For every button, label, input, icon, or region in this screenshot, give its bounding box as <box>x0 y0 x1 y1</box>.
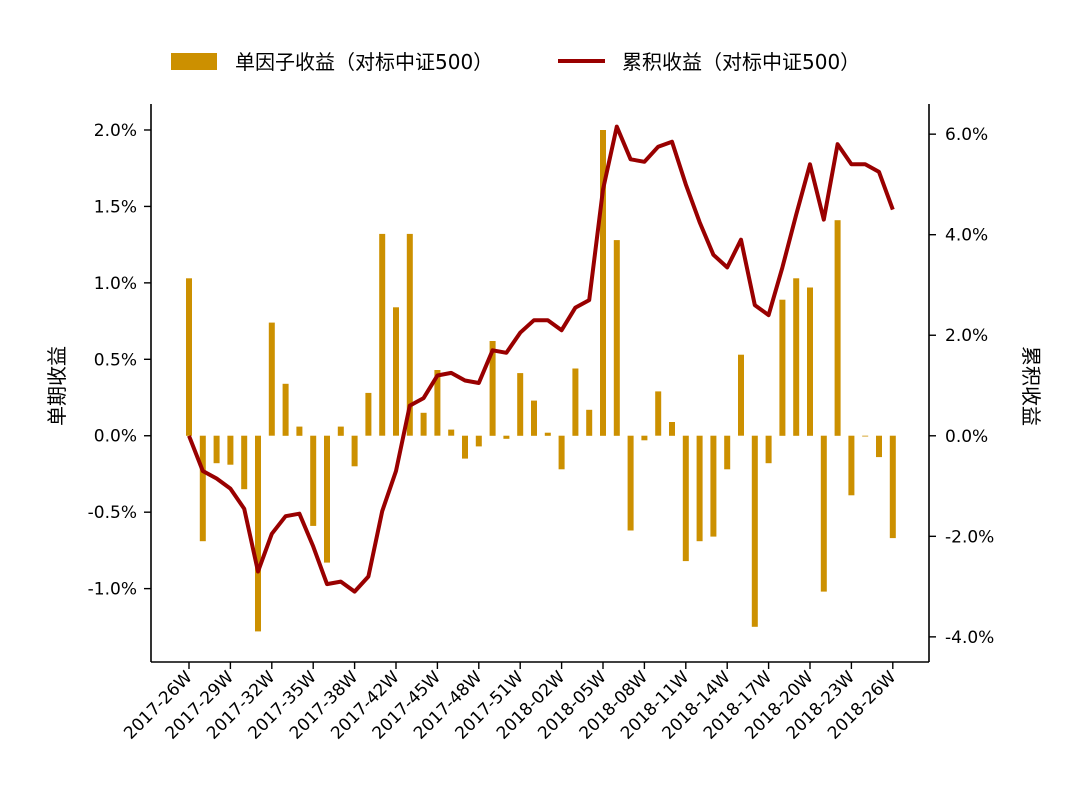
bar-15 <box>393 307 399 436</box>
y-left-tick-label: -0.5% <box>88 503 137 523</box>
bar-50 <box>876 435 882 458</box>
y-right-tick-label: -2.0% <box>945 527 994 547</box>
bar-40 <box>738 354 744 436</box>
bar-29 <box>586 409 593 436</box>
bar-46 <box>820 435 827 592</box>
bar-37 <box>696 435 703 542</box>
bar-11 <box>337 426 344 436</box>
bar-38 <box>710 435 717 537</box>
legend-line-label: 累积收益（对标中证500） <box>622 50 860 74</box>
y-right-tick-label: -4.0% <box>945 628 994 648</box>
bar-17 <box>420 412 427 436</box>
bar-0 <box>186 278 192 436</box>
bar-13 <box>365 392 372 436</box>
bar-41 <box>751 435 758 627</box>
y-right-tick-label: 6.0% <box>945 125 988 145</box>
y-axis-right-ticks: -4.0% -2.0% 0.0% 2.0% 4.0% 6.0% <box>929 125 994 648</box>
bar-34 <box>655 391 662 436</box>
bar-12 <box>351 435 358 467</box>
bar-1 <box>199 435 206 542</box>
bar-49 <box>862 435 869 437</box>
cumulative-line <box>187 124 895 594</box>
bar-31 <box>613 240 620 436</box>
y-left-tick-label: 0.0% <box>94 427 137 447</box>
bar-27 <box>558 435 565 470</box>
legend-bar-label: 单因子收益（对标中证500） <box>235 50 493 74</box>
legend-bar-swatch <box>171 53 217 70</box>
bar-24 <box>517 373 524 436</box>
legend: 单因子收益（对标中证500） 累积收益（对标中证500） <box>171 50 860 74</box>
bar-36 <box>682 435 689 562</box>
bar-6 <box>268 322 275 436</box>
bar-20 <box>462 435 468 459</box>
y-left-tick-label: 1.5% <box>94 197 137 217</box>
bar-32 <box>627 435 634 531</box>
y-axis-left-ticks: -1.0% -0.5% 0.0% 0.5% 1.0% 1.5% 2.0% <box>88 121 151 600</box>
bar-45 <box>807 287 813 436</box>
bar-7 <box>282 383 289 436</box>
y-left-tick-label: 1.0% <box>94 274 137 294</box>
y-right-tick-label: 2.0% <box>945 326 988 346</box>
bar-4 <box>241 435 248 490</box>
bar-3 <box>227 435 234 465</box>
bar-39 <box>724 435 731 470</box>
bar-42 <box>765 435 772 464</box>
bar-28 <box>572 368 579 436</box>
bar-22 <box>489 341 496 436</box>
bar-14 <box>379 233 386 436</box>
bar-16 <box>406 233 413 436</box>
bar-9 <box>310 435 317 526</box>
y-right-tick-label: 4.0% <box>945 226 988 246</box>
axes <box>150 104 930 663</box>
line-series <box>187 124 895 594</box>
y-right-tick-label: 0.0% <box>945 427 988 447</box>
bar-51 <box>889 435 896 539</box>
bar-35 <box>669 422 675 436</box>
bar-18 <box>434 370 441 436</box>
bar-30 <box>600 130 606 436</box>
bar-26 <box>544 432 551 436</box>
bar-23 <box>503 435 510 439</box>
y-axis-right-title: 累积收益 <box>1019 346 1043 426</box>
bar-series <box>186 130 896 632</box>
bar-47 <box>834 220 841 436</box>
bar-2 <box>213 435 220 464</box>
bar-5 <box>255 435 261 632</box>
bar-10 <box>324 435 330 563</box>
y-left-tick-label: -1.0% <box>88 580 137 600</box>
bar-48 <box>848 435 855 496</box>
bar-44 <box>793 278 800 436</box>
y-axis-left-title: 单期收益 <box>45 346 69 426</box>
bar-43 <box>779 299 786 436</box>
bar-25 <box>531 400 537 436</box>
y-left-tick-label: 0.5% <box>94 350 137 370</box>
bar-33 <box>641 435 648 441</box>
bar-8 <box>296 426 303 436</box>
bar-21 <box>475 435 482 447</box>
bar-19 <box>448 429 455 436</box>
x-axis-ticks: 2017-26W2017-29W2017-32W2017-35W2017-38W… <box>120 662 900 744</box>
y-left-tick-label: 2.0% <box>94 121 137 141</box>
